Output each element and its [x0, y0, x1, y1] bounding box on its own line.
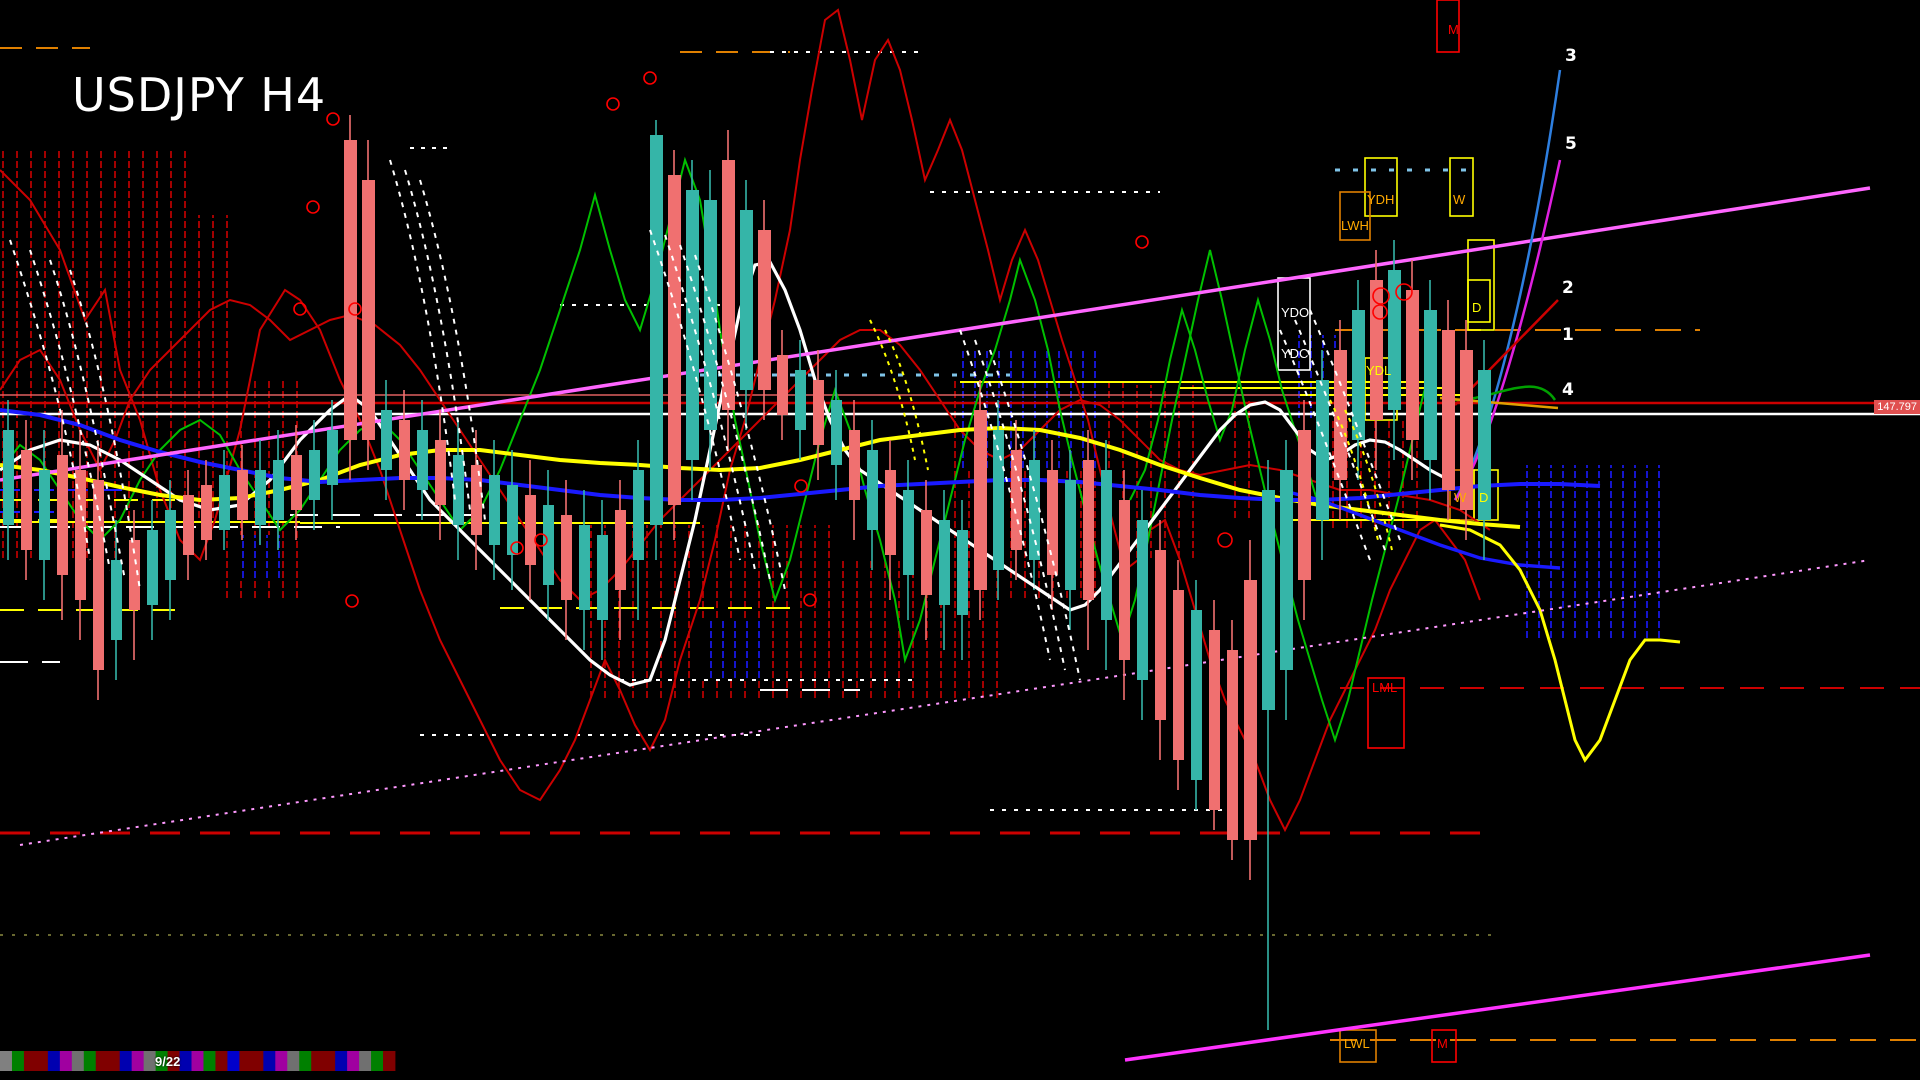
- date-bar-cell: [155, 1051, 168, 1071]
- level-label-ydl: YDL: [1366, 363, 1392, 378]
- level-label-lml: LML: [1372, 680, 1398, 695]
- level-label-d-upper: D: [1472, 300, 1482, 315]
- date-bar-cell: [239, 1051, 252, 1071]
- level-label-w-upper: W: [1453, 192, 1466, 207]
- level-label-ydo: YDO: [1281, 305, 1310, 320]
- date-bar-cell: [215, 1051, 228, 1071]
- date-bar-cell: [275, 1051, 288, 1071]
- page-title: USDJPY H4: [72, 68, 327, 122]
- date-bar-cell: [179, 1051, 192, 1071]
- projection-label-5: 5: [1565, 134, 1577, 154]
- date-bar-cell: [203, 1051, 216, 1071]
- date-bar-cell: [35, 1051, 49, 1071]
- date-bar-cell: [143, 1051, 157, 1071]
- level-label-lwh: LWH: [1341, 218, 1369, 233]
- date-bar-cell: [323, 1051, 336, 1071]
- date-bar-cell: [299, 1051, 312, 1071]
- projection-label-4: 4: [1562, 380, 1574, 400]
- level-label-w-lower: W: [1454, 490, 1467, 505]
- date-bar-cell: [11, 1051, 25, 1071]
- current-price-tag: 147.797: [1874, 400, 1920, 414]
- date-bar-cell: [263, 1051, 276, 1071]
- date-bar-cell: [287, 1051, 300, 1071]
- level-label-m-top: M: [1448, 22, 1459, 37]
- date-bar-cell: [383, 1051, 396, 1071]
- level-label-ydh: YDH: [1367, 192, 1395, 207]
- date-bar-cell: [227, 1051, 240, 1071]
- date-bar-cell: [59, 1051, 73, 1071]
- date-bar-cell: [0, 1051, 13, 1071]
- date-bar-cell: [71, 1051, 85, 1071]
- date-bar-cell: [371, 1051, 384, 1071]
- projection-label-3: 3: [1565, 46, 1577, 66]
- date-bar-cell: [23, 1051, 37, 1071]
- date-bar-cell: [167, 1051, 180, 1071]
- date-bar-cell: [191, 1051, 204, 1071]
- date-scale-bar[interactable]: [0, 1051, 1920, 1071]
- date-bar-cell: [83, 1051, 97, 1071]
- date-marker-label: 9/22: [155, 1054, 181, 1069]
- level-label-ydc: YDC: [1281, 346, 1309, 361]
- date-bar-cell: [251, 1051, 264, 1071]
- date-bar-cell: [359, 1051, 372, 1071]
- level-label-lwl: LWL: [1344, 1036, 1370, 1051]
- date-bar-cell: [95, 1051, 109, 1071]
- projection-label-1: 1: [1562, 325, 1574, 345]
- level-label-d-lower: D: [1479, 490, 1489, 505]
- date-bar-cell: [347, 1051, 360, 1071]
- date-bar-cell: [107, 1051, 121, 1071]
- projection-label-2: 2: [1562, 278, 1574, 298]
- level-label-m-bottom: M: [1437, 1036, 1448, 1051]
- date-bar-cell: [335, 1051, 348, 1071]
- date-bar-cell: [311, 1051, 324, 1071]
- date-bar-cell: [47, 1051, 61, 1071]
- date-bar-cell: [119, 1051, 133, 1071]
- date-bar-cell: [131, 1051, 145, 1071]
